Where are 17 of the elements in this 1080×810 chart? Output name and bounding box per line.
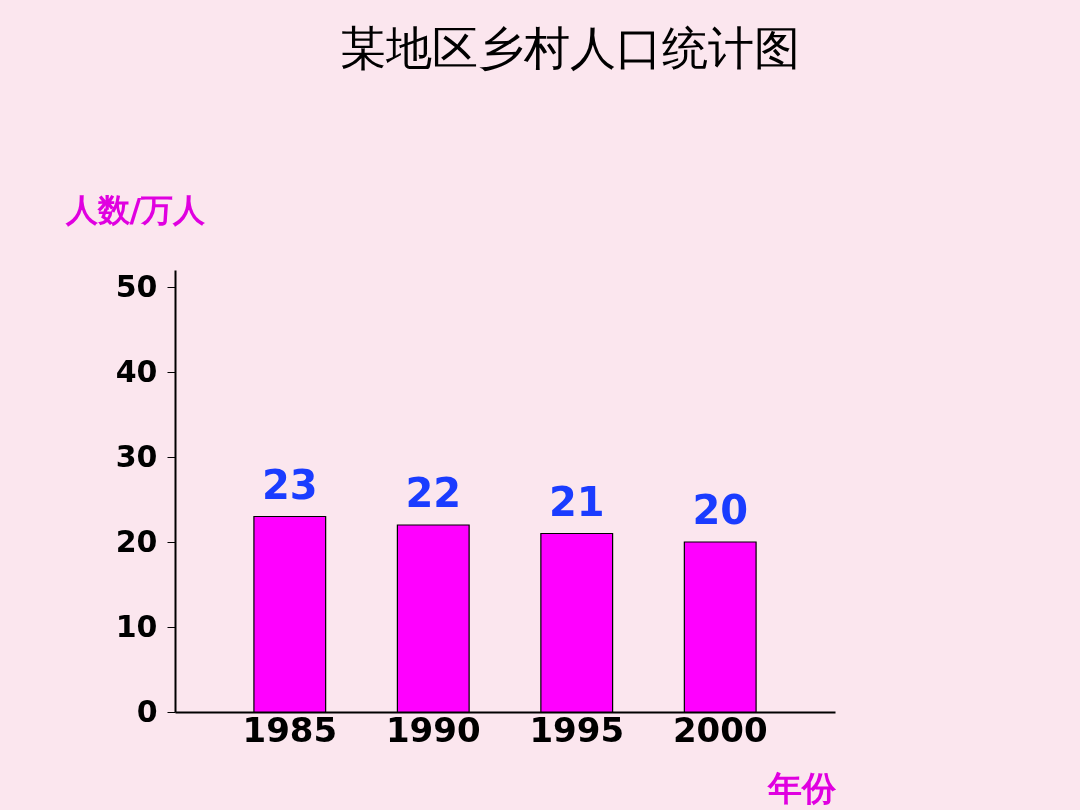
- y-tick-label: 0: [136, 693, 158, 729]
- y-tick-label: 50: [115, 268, 158, 304]
- y-tick-label: 10: [115, 608, 158, 644]
- x-tick-label: 1985: [242, 709, 338, 750]
- y-tick-label: 30: [115, 438, 158, 474]
- data-label: 21: [548, 478, 605, 525]
- y-tick-label: 40: [115, 353, 158, 389]
- x-tick-label: 2000: [672, 709, 768, 750]
- data-label: 22: [405, 470, 462, 516]
- x-tick-label: 1990: [385, 709, 481, 750]
- y-axis-title: 人数/万人: [64, 190, 207, 229]
- data-label: 23: [261, 461, 318, 508]
- x-axis-title: 年份: [766, 767, 837, 808]
- chart-title: 某地区乡村人口统计图: [340, 21, 800, 75]
- x-tick-label: 1995: [529, 709, 625, 750]
- data-label: 20: [692, 487, 749, 533]
- y-tick-label: 20: [115, 523, 158, 559]
